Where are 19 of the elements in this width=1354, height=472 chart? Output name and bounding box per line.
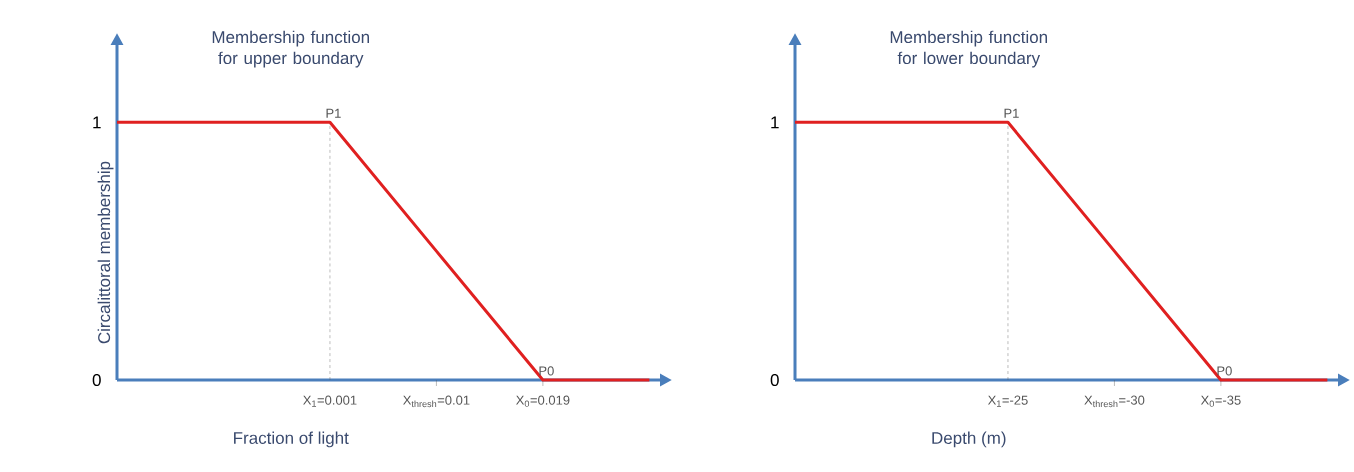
x-axis-title: Depth (m) — [932, 431, 1006, 448]
x-axis-title: Fraction of light — [234, 431, 349, 448]
annotation: P0 — [539, 366, 554, 376]
y-tick-label: 1 — [93, 116, 101, 129]
x-tick-label: X$_{0}$=-35 — [1200, 395, 1241, 407]
annotation: P1 — [326, 108, 341, 118]
y-tick-label: 1 — [771, 116, 779, 129]
chart-title: Membership function for upper boundary — [212, 30, 369, 68]
x-tick-label: X$_{1}$=-25 — [987, 395, 1028, 407]
annotation: P1 — [1004, 108, 1019, 118]
x-tick-label: X$_{1}$=0.001 — [303, 395, 357, 407]
y-axis-title: Circalittoral membership — [97, 161, 114, 344]
x-tick-label: X$_{thresh}$=0.01 — [403, 395, 470, 408]
x-tick-label: X$_{thresh}$=-30 — [1084, 395, 1145, 408]
y-tick-label: 0 — [770, 373, 779, 387]
annotation: P0 — [1217, 366, 1232, 376]
x-tick-label: X$_{0}$=0.019 — [516, 395, 570, 407]
y-tick-label: 0 — [92, 373, 101, 387]
chart-title: Membership function for lower boundary — [890, 30, 1048, 68]
